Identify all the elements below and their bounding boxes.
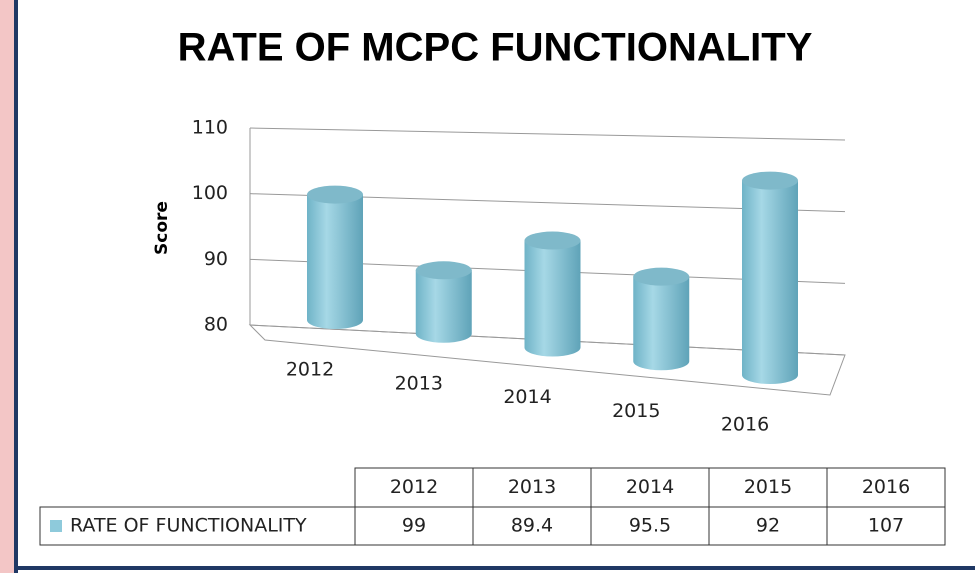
x-tick-label: 2014 — [503, 386, 551, 408]
y-tick-label: 80 — [204, 314, 228, 336]
legend-label: RATE OF FUNCTIONALITY — [70, 515, 307, 537]
chart-title: RATE OF MCPC FUNCTIONALITY — [178, 26, 813, 70]
legend-swatch — [50, 520, 62, 532]
x-tick-label: 2016 — [721, 414, 769, 436]
grid-line — [249, 127, 846, 141]
table-header: 2012 — [390, 476, 438, 498]
bar-top — [633, 267, 690, 286]
y-tick-label: 100 — [192, 182, 228, 204]
x-tick-label: 2013 — [395, 372, 443, 394]
table-header: 2015 — [744, 476, 792, 498]
y-tick-label: 90 — [204, 248, 228, 270]
table-header: 2014 — [626, 476, 674, 498]
bar — [742, 180, 798, 384]
bar — [307, 194, 363, 329]
bar — [524, 240, 581, 357]
table-cell: 107 — [868, 515, 904, 537]
table-cell: 92 — [756, 515, 780, 537]
bar-top — [742, 171, 798, 190]
left-strip — [0, 0, 14, 573]
table-cell: 95.5 — [629, 515, 671, 537]
bar-top — [524, 231, 581, 250]
x-tick-label: 2012 — [286, 359, 334, 381]
bar-top — [307, 185, 363, 204]
y-axis-label: Score — [152, 201, 172, 255]
table-header: 2013 — [508, 476, 556, 498]
x-tick-label: 2015 — [612, 400, 660, 422]
table-cell: 89.4 — [511, 515, 553, 537]
left-border — [14, 0, 18, 573]
bar — [415, 270, 472, 343]
bar-top — [415, 261, 472, 280]
bar — [633, 276, 690, 371]
bottom-border — [14, 566, 975, 570]
table-border — [354, 467, 946, 508]
y-tick-label: 110 — [192, 117, 228, 139]
table-cell: 99 — [402, 515, 426, 537]
table-header: 2016 — [862, 476, 910, 498]
